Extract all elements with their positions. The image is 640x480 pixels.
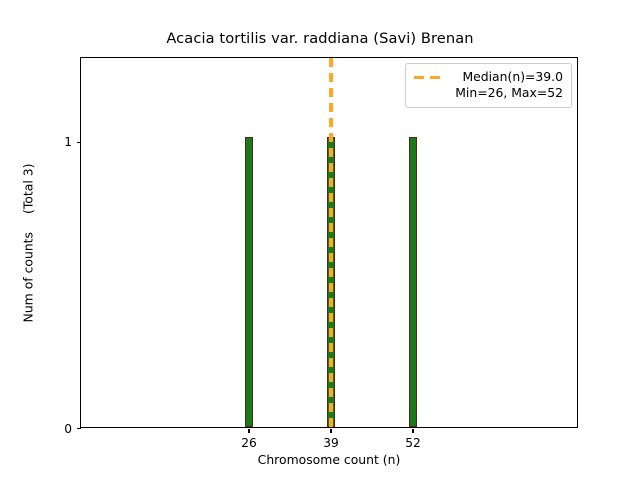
bar-52[interactable] [409,136,417,427]
y-axis-label-container: Num of counts (Total 3) [0,57,56,428]
x-tick-mark-26 [248,429,250,433]
x-axis-label: Chromosome count (n) [257,452,401,467]
y-tick-label-1: 1 [64,135,72,149]
x-tick-label-39: 39 [323,436,339,450]
legend-entry-minmax: Min=26, Max=52 [455,85,563,100]
x-tick-mark-52 [412,429,414,433]
bar-26[interactable] [245,136,253,427]
legend-dashed-line-icon [414,76,447,80]
legend-box[interactable]: Median(n)=39.0 Min=26, Max=52 [405,63,572,108]
plot-inner [81,58,577,427]
chart-title: Acacia tortilis var. raddiana (Savi) Bre… [166,30,474,47]
legend-text: Median(n)=39.0 Min=26, Max=52 [455,69,563,101]
y-axis-label-sub: (Total 3) [20,163,36,214]
plot-area: 0 1 26 39 52 Median(n)=39.0 Min=26, Max=… [64,57,578,450]
x-tick-mark-39 [330,429,332,433]
median-line [329,58,333,427]
y-tick-mark-0 [77,428,81,430]
y-tick-mark-1 [77,141,81,143]
x-tick-label-26: 26 [241,436,257,450]
y-axis-label: Num of counts (Total 3) [21,163,36,322]
y-axis-label-main: Num of counts [20,231,36,322]
legend-entry-median: Median(n)=39.0 [462,69,563,84]
y-tick-label-0: 0 [64,421,72,436]
x-tick-label-52: 52 [405,436,421,450]
